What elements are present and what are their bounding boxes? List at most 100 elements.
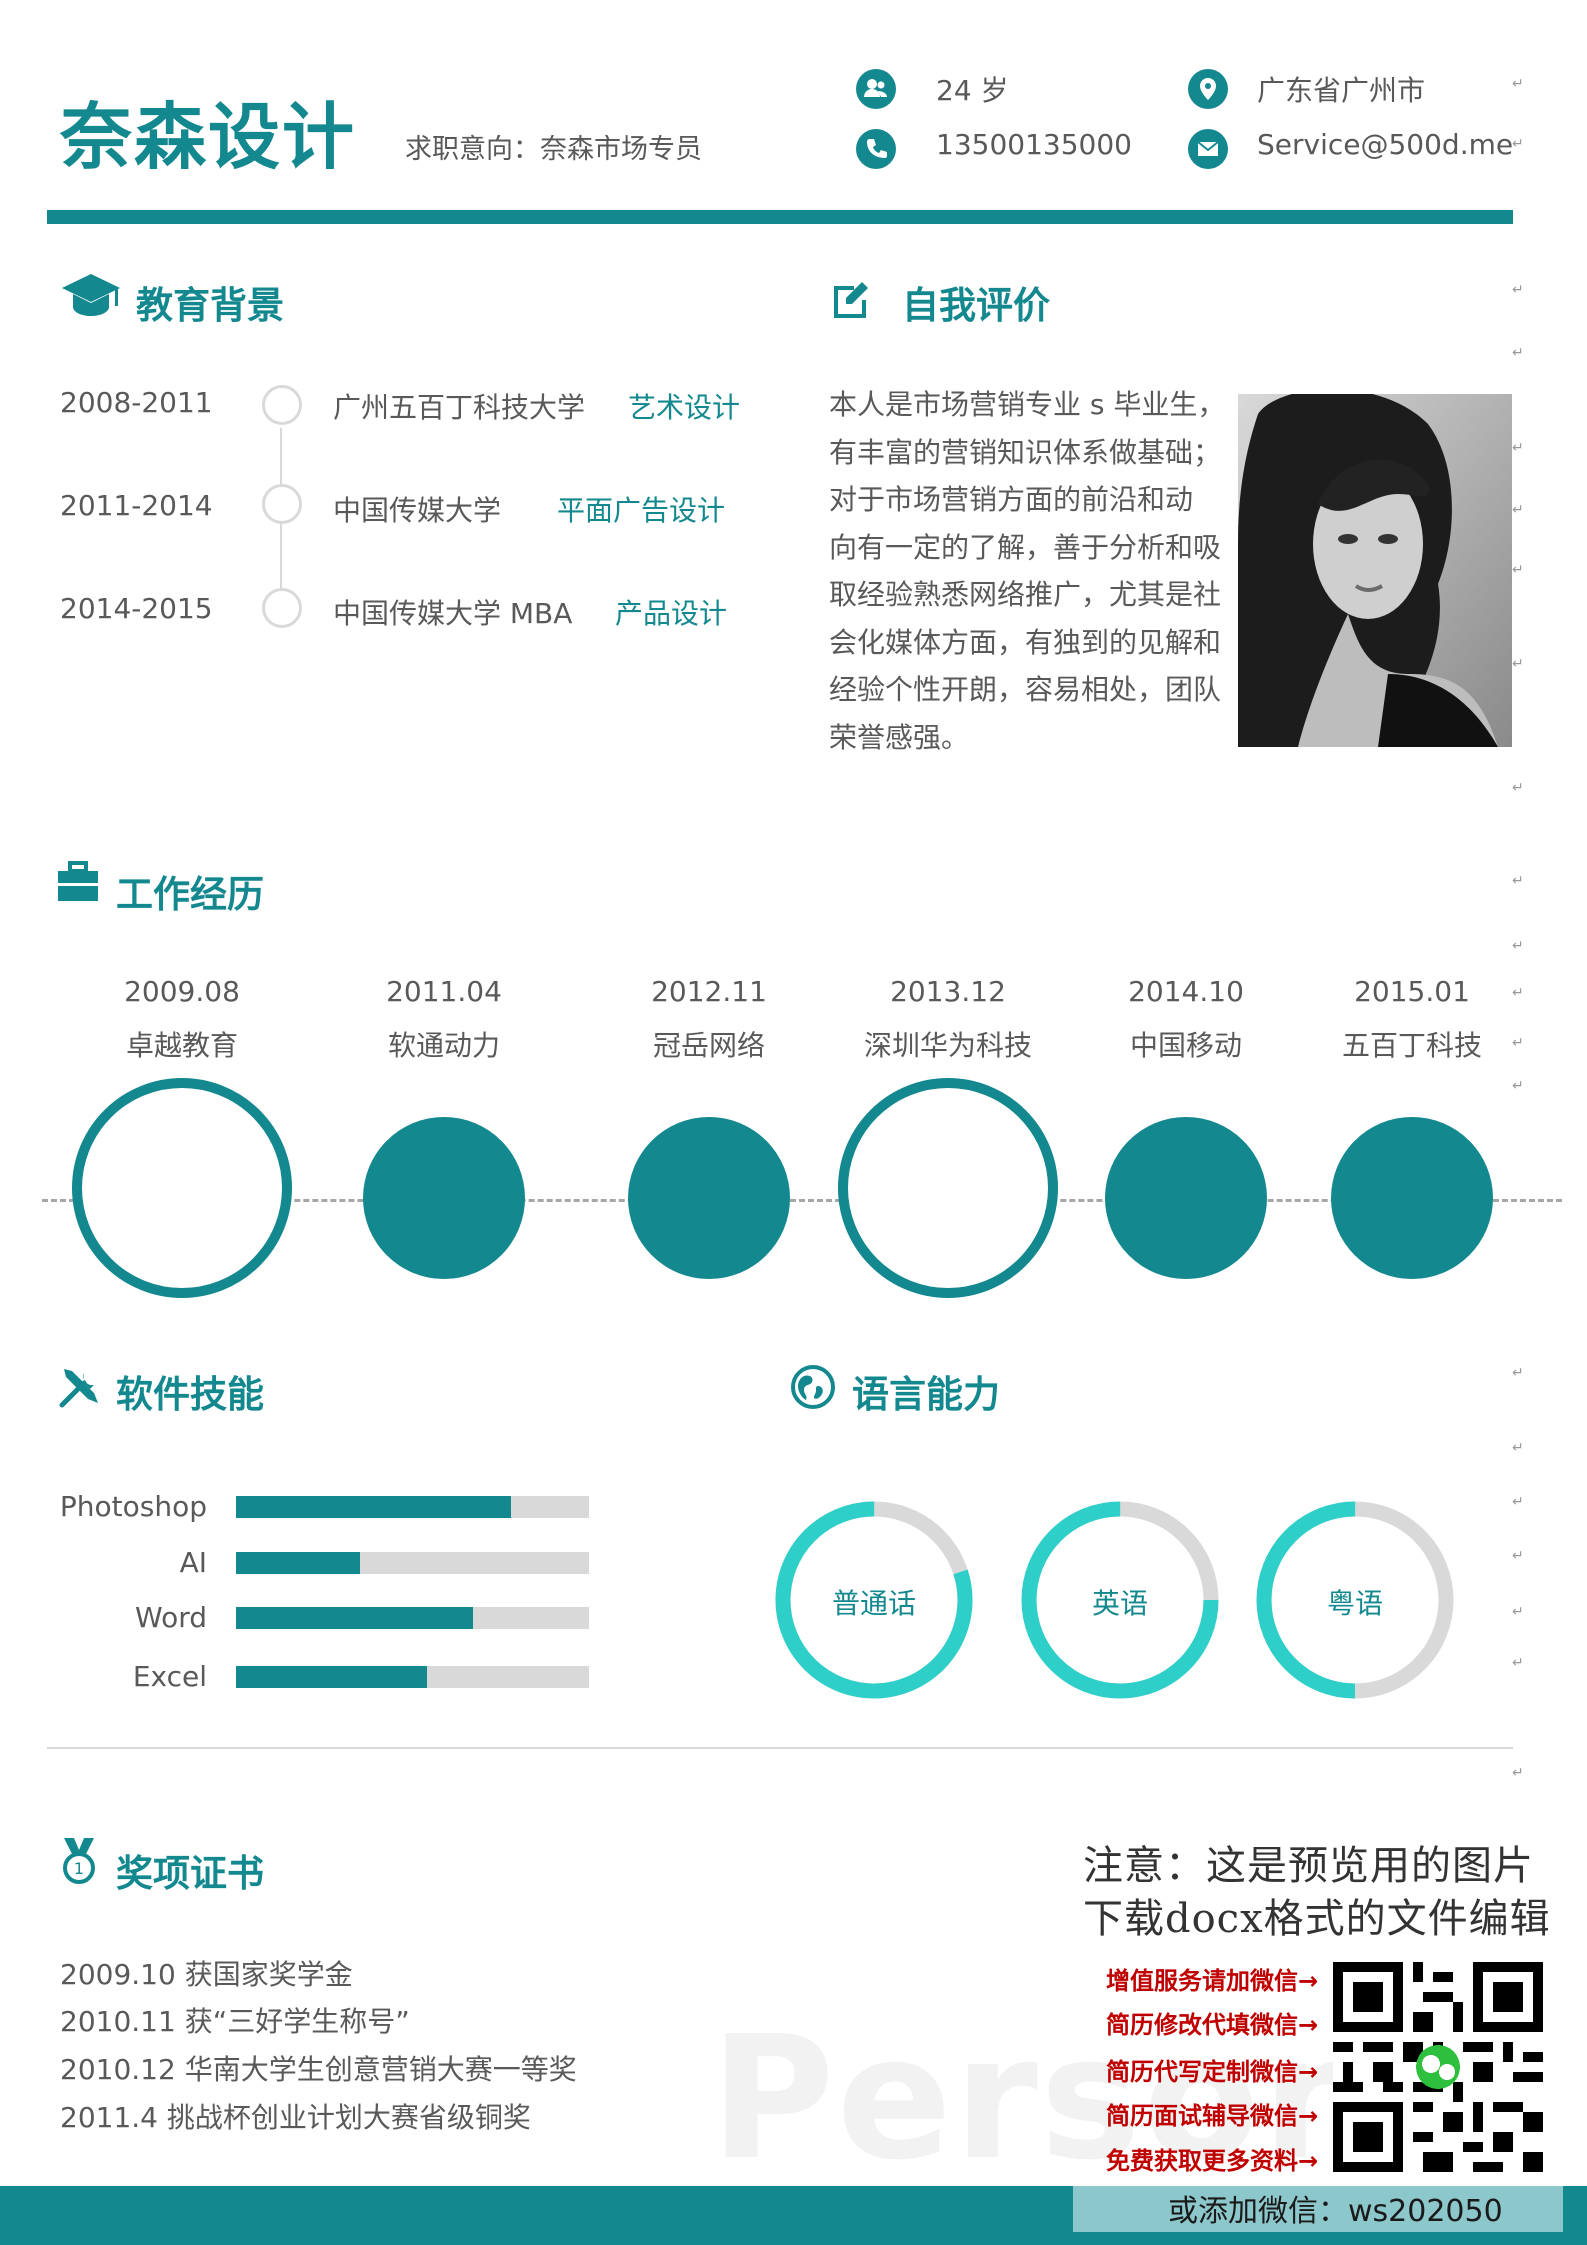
work-title: 工作经历: [116, 873, 264, 916]
work-date: 2013.12: [890, 975, 1006, 1008]
work-timeline-circle: [363, 1117, 525, 1279]
self-eval-line: 荣誉感强。: [829, 720, 970, 754]
self-eval-title: 自我评价: [902, 284, 1050, 327]
skill-name: Excel: [132, 1660, 207, 1693]
award-item: 2011.4 挑战杯创业计划大赛省级铜奖: [60, 2101, 531, 2134]
paragraph-mark-icon: ↵: [1512, 780, 1524, 796]
skill-bar-fill: [236, 1552, 360, 1574]
awards-title: 奖项证书: [116, 1852, 264, 1895]
education-date: 2014-2015: [60, 592, 213, 625]
globe-icon: [791, 1365, 835, 1409]
paragraph-mark-icon: ↵: [1512, 1365, 1524, 1381]
phone-value: 13500135000: [936, 128, 1132, 161]
education-date: 2011-2014: [60, 489, 213, 522]
tools-icon: [59, 1369, 98, 1408]
education-school: 中国传媒大学 MBA: [333, 597, 573, 630]
medal-icon: 1: [63, 1838, 95, 1884]
svg-text:1: 1: [74, 1859, 84, 1878]
self-eval-line: 有丰富的营销知识体系做基础；: [829, 435, 1222, 469]
skills-title: 软件技能: [116, 1373, 264, 1416]
job-intention: 求职意向：奈森市场专员: [405, 134, 702, 165]
skill-name: Word: [135, 1601, 207, 1634]
award-item: 2010.11 获“三好学生称号”: [60, 2005, 410, 2038]
work-company: 中国移动: [1129, 1029, 1242, 1062]
paragraph-mark-icon: ↵: [1512, 76, 1524, 92]
paragraph-mark-icon: ↵: [1512, 1035, 1524, 1051]
timeline-node: [262, 484, 302, 524]
section-divider: [47, 1747, 1513, 1749]
award-item: 2009.10 获国家奖学金: [60, 1958, 353, 1991]
paragraph-mark-icon: ↵: [1512, 282, 1524, 298]
self-eval-text: 本人是市场营销专业 s 毕业生， 有丰富的营销知识体系做基础； 对于市场营销方面…: [829, 381, 1239, 761]
work-company: 深圳华为科技: [863, 1029, 1032, 1062]
work-timeline-circle: [628, 1117, 790, 1279]
qr-code-icon[interactable]: [1333, 1962, 1543, 2172]
self-eval-line: 向有一定的了解，善于分析和吸: [829, 530, 1222, 564]
email-value: Service@500d.me: [1257, 128, 1514, 161]
work-date: 2011.04: [386, 975, 502, 1008]
language-ring: [1256, 1501, 1454, 1699]
education-major: 艺术设计: [628, 391, 741, 424]
skill-bar-track: [236, 1496, 589, 1518]
skill-bar-fill: [236, 1607, 473, 1629]
promo-link[interactable]: 简历代写定制微信→: [1106, 2058, 1319, 2086]
work-date: 2012.11: [651, 975, 767, 1008]
mail-icon: [1188, 129, 1228, 169]
language-name: 英语: [1091, 1587, 1148, 1620]
work-timeline-line: [42, 1199, 1562, 1202]
paragraph-mark-icon: ↵: [1512, 1604, 1524, 1620]
work-company: 软通动力: [387, 1029, 500, 1062]
wechat-id[interactable]: 或添加微信：ws202050: [1168, 2194, 1503, 2229]
language-ring: [1021, 1501, 1219, 1699]
candidate-name: 奈森设计: [60, 95, 357, 179]
language-ring-fill: [1256, 1501, 1454, 1699]
skill-bar-fill: [236, 1666, 427, 1688]
person-icon: [856, 69, 896, 109]
paragraph-mark-icon: ↵: [1512, 656, 1524, 672]
profile-photo: [1238, 394, 1512, 747]
edit-icon: [834, 282, 868, 318]
timeline-node: [262, 588, 302, 628]
timeline-node: [262, 385, 302, 425]
paragraph-mark-icon: ↵: [1512, 440, 1524, 456]
skill-name: Photoshop: [59, 1490, 207, 1523]
skill-bar-track: [236, 1607, 589, 1629]
work-timeline-circle: [1105, 1117, 1267, 1279]
paragraph-mark-icon: ↵: [1512, 1440, 1524, 1456]
paragraph-mark-icon: ↵: [1512, 136, 1524, 152]
education-school: 中国传媒大学: [333, 494, 502, 527]
paragraph-mark-icon: ↵: [1512, 562, 1524, 578]
education-major: 产品设计: [615, 597, 728, 630]
education-school: 广州五百丁科技大学: [333, 391, 586, 424]
self-eval-line: 对于市场营销方面的前沿和动: [829, 483, 1194, 516]
paragraph-mark-icon: ↵: [1512, 985, 1524, 1001]
paragraph-mark-icon: ↵: [1512, 873, 1524, 889]
work-date: 2009.08: [124, 975, 240, 1008]
paragraph-mark-icon: ↵: [1512, 1494, 1524, 1510]
language-ring-fill: [1021, 1501, 1219, 1699]
age-value: 24 岁: [936, 74, 1009, 107]
self-eval-line: 会化媒体方面，有独到的见解和: [829, 625, 1222, 659]
paragraph-mark-icon: ↵: [1512, 1655, 1524, 1671]
graduation-cap-icon: [62, 274, 120, 316]
award-item: 2010.12 华南大学生创意营销大赛一等奖: [60, 2053, 577, 2086]
briefcase-icon: [58, 861, 98, 901]
education-date: 2008-2011: [60, 386, 213, 419]
promo-link[interactable]: 简历面试辅导微信→: [1106, 2102, 1319, 2130]
language-name: 普通话: [831, 1587, 916, 1620]
work-company: 冠岳网络: [652, 1029, 765, 1062]
education-title: 教育背景: [136, 284, 284, 327]
paragraph-mark-icon: ↵: [1512, 502, 1524, 518]
location-pin-icon: [1188, 69, 1228, 109]
languages-title: 语言能力: [852, 1373, 1000, 1416]
notice-line-1: 注意：这是预览用的图片: [1083, 1843, 1534, 1889]
work-timeline-circle: [72, 1078, 292, 1298]
promo-link[interactable]: 简历修改代填微信→: [1106, 2011, 1319, 2039]
promo-link[interactable]: 免费获取更多资料→: [1106, 2147, 1319, 2175]
promo-link[interactable]: 增值服务请加微信→: [1106, 1967, 1319, 1995]
language-ring: [775, 1501, 973, 1699]
work-timeline-circle: [838, 1078, 1058, 1298]
phone-icon: [856, 129, 896, 169]
paragraph-mark-icon: ↵: [1512, 938, 1524, 954]
location-value: 广东省广州市: [1257, 74, 1426, 107]
